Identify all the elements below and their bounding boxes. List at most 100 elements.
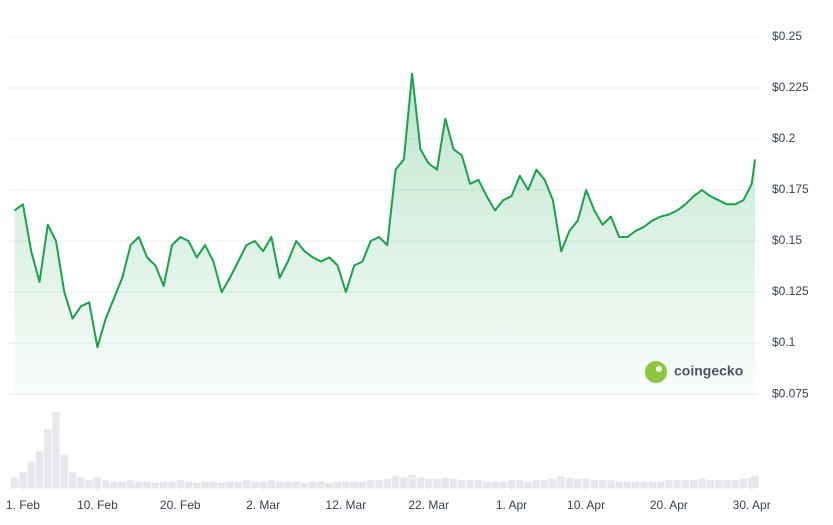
volume-bar [242, 480, 251, 488]
volume-bar [251, 481, 259, 488]
volume-bar [35, 451, 44, 488]
volume-bar [524, 481, 532, 488]
price-line [14, 72, 756, 349]
volume-bar [110, 481, 118, 488]
volume-bar [565, 477, 574, 488]
volume-bar [640, 481, 648, 488]
volume-bar [665, 480, 673, 488]
volume-bar [698, 478, 706, 488]
volume-bar [731, 480, 739, 488]
volume-bar [516, 480, 524, 488]
volume-bar [433, 478, 441, 488]
volume-bar [292, 481, 300, 488]
volume-bar [706, 480, 714, 488]
y-tick-label: $0.25 [772, 29, 802, 43]
volume-bar [267, 480, 276, 488]
volume-bar [632, 481, 640, 488]
volume-bar [458, 480, 466, 488]
volume-bar [184, 481, 193, 488]
volume-bar [507, 480, 516, 488]
volume-bar [350, 481, 358, 488]
y-tick-label: $0.175 [772, 182, 809, 196]
volume-bar [491, 481, 499, 488]
x-tick-label: 22. Mar [408, 498, 449, 512]
volume-bar [317, 481, 325, 488]
x-tick-label: 12. Mar [326, 498, 367, 512]
x-tick-label: 20. Apr [650, 498, 688, 512]
y-tick-label: $0.225 [772, 80, 809, 94]
volume-bar [441, 477, 449, 488]
volume-bar [201, 481, 209, 488]
volume-bar [118, 481, 126, 488]
x-tick-label: 2. Mar [246, 498, 280, 512]
volume-bar [19, 472, 27, 488]
volume-bar [532, 480, 541, 488]
logo [645, 361, 667, 383]
volume-bar [400, 477, 408, 488]
volume-bar [383, 478, 391, 488]
volume-bar [77, 477, 85, 488]
volume-bar [209, 481, 218, 488]
volume-bar [466, 480, 474, 488]
volume-bar [557, 476, 565, 488]
volume-bar [60, 455, 69, 488]
volume-bar [102, 480, 110, 488]
volume [10, 412, 759, 488]
watermark: coingecko [645, 361, 743, 383]
volume-bar [623, 481, 632, 488]
volume-bar [309, 481, 317, 488]
y-tick-label: $0.1 [772, 335, 796, 349]
x-tick-label: 10. Feb [77, 498, 118, 512]
volume-bar [615, 481, 623, 488]
volume-bar [582, 478, 590, 488]
volume-bar [598, 480, 607, 488]
watermark-text: coingecko [674, 363, 743, 379]
volume-bar [93, 477, 102, 488]
x-tick-label: 1. Apr [496, 498, 527, 512]
volume-bar [549, 478, 557, 488]
area [14, 73, 756, 400]
grid: $0.075 $0.1 $0.125 $0.15 $0.175 $0.2 $0.225 $0.… [6, 29, 809, 512]
volume-bar [226, 481, 234, 488]
volume-bar [275, 481, 284, 488]
volume-bar [44, 429, 52, 488]
volume-bar [482, 481, 491, 488]
volume-bar [52, 412, 60, 488]
y-tick-label: $0.15 [772, 233, 802, 247]
volume-bar [259, 481, 267, 488]
volume-bar [681, 480, 690, 488]
volume-bar [342, 481, 350, 488]
volume-bar [168, 481, 176, 488]
volume-bar [234, 481, 242, 488]
volume-bar [126, 480, 135, 488]
y-tick-label: $0.2 [772, 131, 796, 145]
volume-bar [176, 480, 184, 488]
volume-bar [10, 477, 19, 488]
volume-bar [85, 480, 93, 488]
volume-bar [68, 472, 77, 488]
volume-bar [499, 481, 507, 488]
volume-bar [673, 480, 681, 488]
plot [14, 72, 756, 400]
volume-bar [300, 482, 309, 488]
y-tick-label: $0.075 [772, 386, 809, 400]
volume-bar [217, 482, 226, 488]
volume-bar [648, 481, 657, 488]
volume-bar [607, 480, 615, 488]
volume-bar [135, 481, 143, 488]
volume-bar [358, 481, 367, 488]
volume-bar [333, 481, 342, 488]
volume-bar [193, 482, 201, 488]
volume-bar [739, 478, 748, 488]
volume-bar [425, 478, 433, 488]
volume-bar [474, 480, 483, 488]
volume-bar [325, 482, 334, 488]
x-tick-label: 1. Feb [6, 498, 40, 512]
x-tick-label: 20. Feb [160, 498, 201, 512]
volume-bar [416, 477, 425, 488]
volume-bar [449, 478, 458, 488]
volume-bar [143, 481, 151, 488]
volume-bar [714, 480, 723, 488]
volume-bar [540, 480, 549, 488]
